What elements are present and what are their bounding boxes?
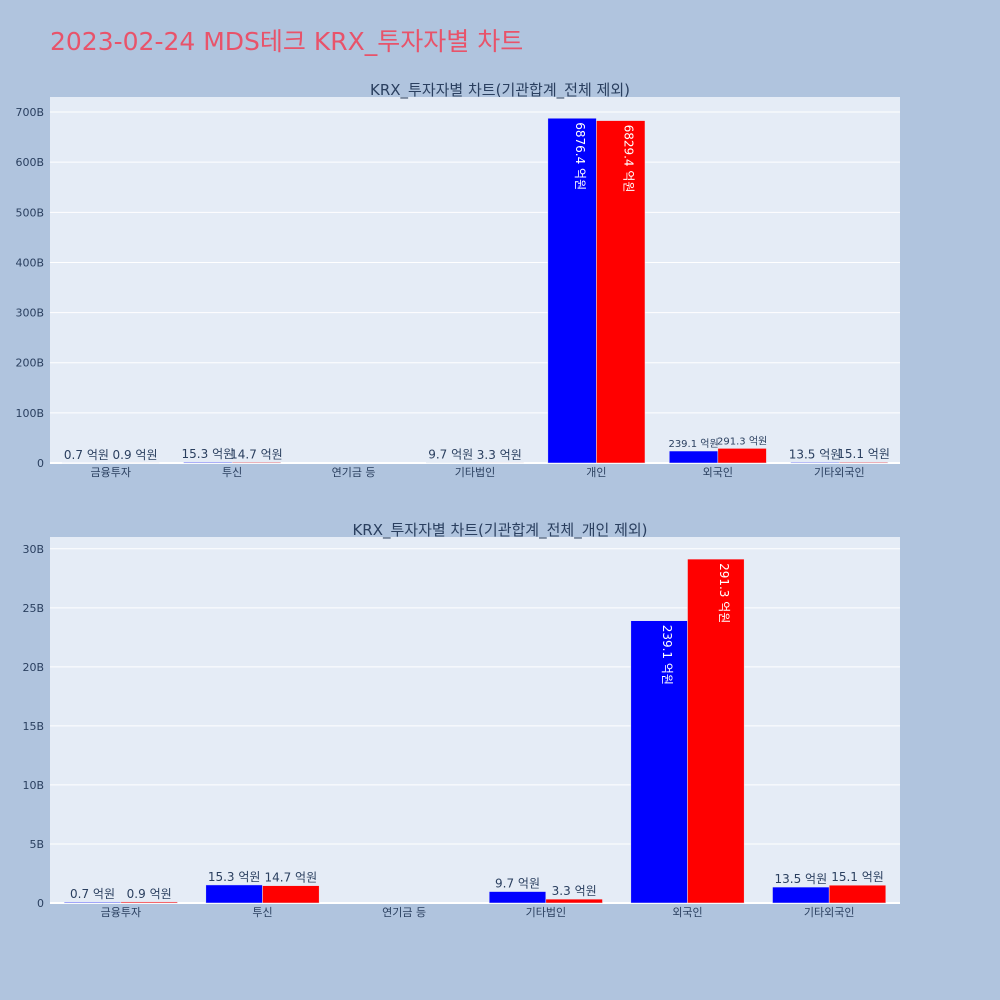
data-label: 9.7 억원 — [428, 448, 473, 462]
data-label: 0.7 억원 — [64, 448, 109, 462]
y-tick-label: 5B — [29, 838, 44, 851]
bar — [687, 558, 745, 904]
chart-title: KRX_투자자별 차트(기관합계_전체 제외) — [370, 81, 630, 100]
bar — [183, 461, 233, 464]
x-tick-label: 투신 — [222, 466, 242, 479]
data-label: 15.1 억원 — [831, 870, 884, 884]
data-label: 14.7 억원 — [230, 447, 283, 461]
y-tick-label: 15B — [22, 720, 44, 733]
bar — [669, 450, 719, 464]
x-tick-label: 금융투자 — [90, 466, 130, 479]
data-label: 14.7 억원 — [265, 871, 318, 885]
data-label: 3.3 억원 — [477, 448, 522, 462]
bar — [547, 117, 597, 464]
bar — [790, 462, 840, 464]
x-tick-label: 기타외국인 — [804, 906, 855, 919]
page-title: 2023-02-24 MDS테크 KRX_투자자별 차트 — [50, 27, 524, 56]
bar — [63, 901, 122, 904]
y-tick-label: 500B — [15, 206, 44, 219]
data-label: 15.3 억원 — [208, 870, 261, 884]
data-label: 291.3 억원 — [717, 563, 731, 623]
bar — [839, 461, 889, 464]
data-label: 239.1 억원 — [660, 625, 674, 685]
data-label: 0.9 억원 — [127, 887, 172, 901]
data-label: 6829.4 억원 — [622, 125, 636, 193]
bar — [596, 120, 646, 464]
x-tick-label: 기타법인 — [455, 466, 495, 479]
data-label: 3.3 억원 — [552, 884, 597, 898]
bar — [545, 898, 603, 904]
x-tick-label: 외국인 — [672, 906, 702, 919]
y-tick-label: 200B — [15, 357, 44, 370]
chart-bottom: KRX_투자자별 차트(기관합계_전체_개인 제외) 0 5B 10B 15B 20B 25… — [22, 521, 900, 919]
plot-area — [50, 537, 900, 903]
y-tick-label: 10B — [22, 779, 44, 792]
x-tick-label: 기타외국인 — [814, 466, 865, 479]
y-tick-label: 25B — [22, 602, 44, 615]
y-tick-label: 0 — [37, 457, 44, 470]
data-label: 0.7 억원 — [70, 887, 115, 901]
bar — [262, 885, 320, 904]
data-label: 13.5 억원 — [789, 447, 842, 461]
bar — [488, 891, 547, 904]
data-label: 15.3 억원 — [182, 447, 235, 461]
data-label: 291.3 억원 — [717, 435, 767, 447]
x-tick-label: 연기금 등 — [332, 466, 376, 479]
data-label: 239.1 억원 — [668, 438, 718, 450]
x-tick-label: 투신 — [252, 906, 272, 919]
bar — [828, 884, 887, 904]
bar — [630, 620, 688, 904]
plot-area — [50, 97, 900, 463]
bar — [772, 886, 830, 904]
bar — [205, 884, 263, 904]
y-tick-label: 400B — [15, 256, 44, 269]
data-label: 13.5 억원 — [775, 872, 828, 886]
x-tick-label: 외국인 — [703, 466, 733, 479]
data-label: 6876.4 억원 — [573, 122, 587, 190]
x-tick-label: 기타법인 — [526, 906, 566, 919]
x-tick-label: 개인 — [586, 466, 606, 479]
data-label: 9.7 억원 — [495, 877, 540, 891]
y-tick-label: 0 — [37, 897, 44, 910]
data-label: 15.1 억원 — [837, 447, 890, 461]
bar — [231, 462, 281, 464]
chart-title: KRX_투자자별 차트(기관합계_전체_개인 제외) — [352, 521, 647, 540]
chart-top: KRX_투자자별 차트(기관합계_전체 제외) 0 100B 200B 300B 400B… — [15, 81, 900, 479]
y-tick-label: 30B — [22, 543, 44, 556]
data-label: 0.9 억원 — [113, 448, 158, 462]
y-tick-label: 100B — [15, 407, 44, 420]
bar — [120, 901, 178, 904]
y-tick-label: 300B — [15, 307, 44, 320]
y-tick-label: 700B — [15, 106, 44, 119]
x-tick-label: 연기금 등 — [382, 906, 426, 919]
x-tick-label: 금융투자 — [101, 906, 141, 919]
bar — [717, 448, 767, 464]
y-tick-label: 20B — [22, 661, 44, 674]
y-tick-label: 600B — [15, 156, 44, 169]
